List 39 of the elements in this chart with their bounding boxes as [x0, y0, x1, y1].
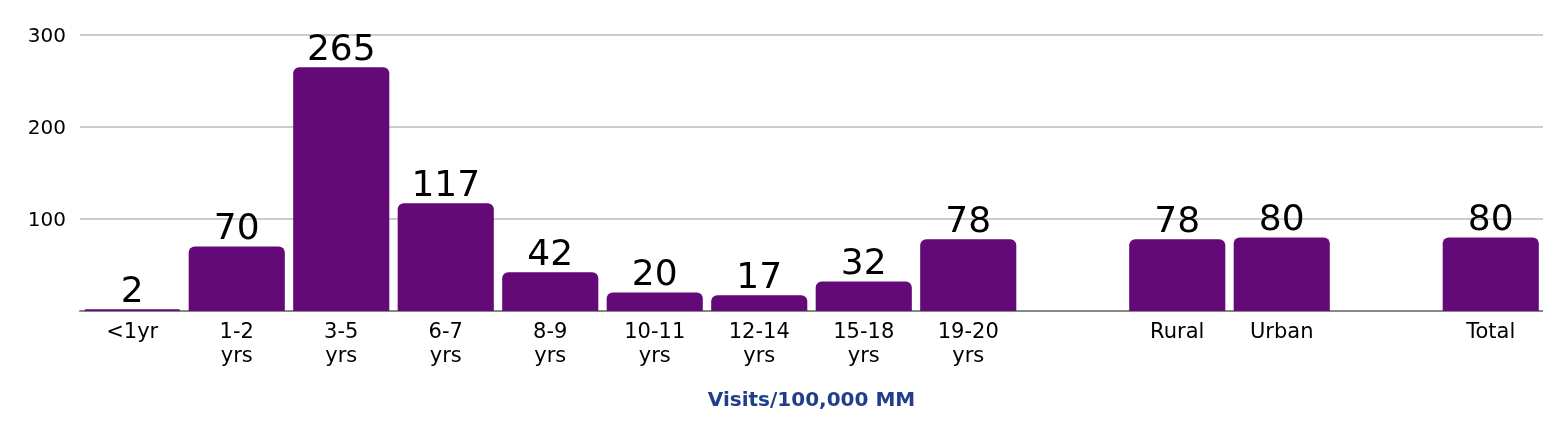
- data-label: 265: [306, 26, 376, 68]
- data-label: 78: [945, 198, 992, 240]
- data-label: 78: [1154, 198, 1201, 240]
- data-label: 42: [527, 231, 574, 273]
- bar: [920, 239, 1017, 311]
- data-label: 117: [411, 162, 481, 204]
- bar: [1129, 239, 1226, 311]
- bar: [293, 67, 390, 311]
- x-tick-label: 15-18 yrs: [833, 319, 895, 367]
- data-label: 32: [840, 241, 887, 283]
- x-tick-label: 6-7 yrs: [428, 319, 463, 367]
- data-label: 17: [736, 254, 783, 296]
- y-tick-label: 200: [27, 115, 66, 139]
- y-tick-label: 300: [27, 23, 66, 47]
- x-axis-title: Visits/100,000 MM: [707, 387, 916, 411]
- x-tick-label: 1-2 yrs: [219, 319, 254, 367]
- data-label: 80: [1467, 196, 1514, 238]
- x-tick-label: 10-11 yrs: [624, 319, 686, 367]
- x-tick-label: Rural: [1150, 319, 1205, 343]
- bar: [1233, 237, 1330, 311]
- x-tick-label: 19-20 yrs: [937, 319, 999, 367]
- bar: [502, 272, 599, 311]
- x-tick-label: Total: [1465, 319, 1516, 343]
- data-label: 80: [1258, 196, 1305, 238]
- bar: [606, 292, 703, 311]
- x-tick-label: Urban: [1249, 319, 1314, 343]
- y-tick-label: 100: [27, 207, 66, 231]
- data-label: 70: [213, 206, 260, 248]
- x-tick-label: 3-5 yrs: [324, 319, 359, 367]
- bar: [397, 203, 494, 311]
- x-tick-label: 8-9 yrs: [533, 319, 568, 367]
- x-tick-label: <1yr: [106, 319, 159, 343]
- x-tick-label: 12-14 yrs: [728, 319, 790, 367]
- data-label: 2: [120, 268, 144, 310]
- bar: [1442, 237, 1539, 311]
- bar: [188, 246, 285, 311]
- bar: [711, 295, 808, 311]
- bar: [815, 281, 912, 311]
- data-label: 20: [631, 252, 678, 294]
